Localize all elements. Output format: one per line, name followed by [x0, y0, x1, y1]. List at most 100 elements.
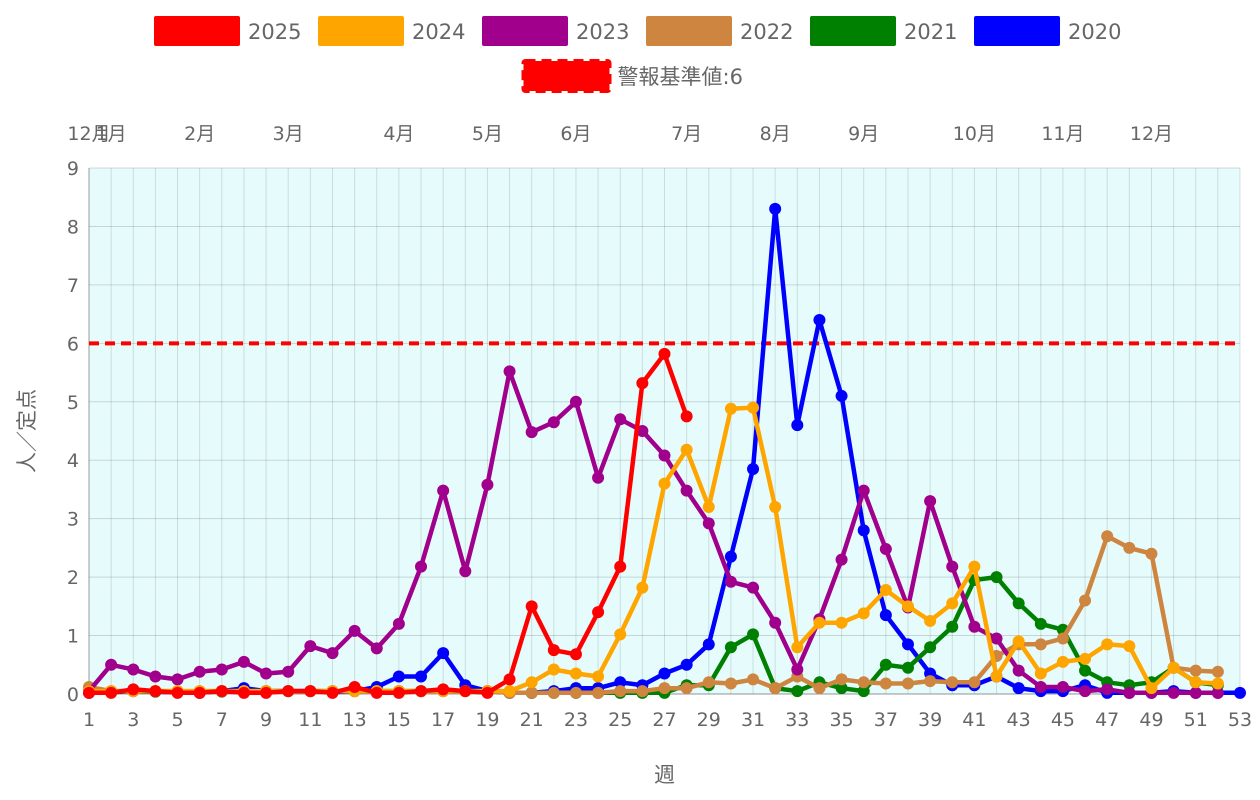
- data-point: [547, 663, 560, 676]
- x-tick-label: 25: [608, 709, 632, 731]
- data-point: [215, 663, 228, 676]
- data-point: [791, 663, 804, 676]
- data-point: [901, 600, 914, 613]
- data-point: [1079, 652, 1092, 665]
- data-point: [127, 663, 140, 676]
- data-point: [415, 685, 428, 698]
- data-point: [569, 667, 582, 680]
- legend-label: 2025: [248, 20, 301, 44]
- x-tick-label: 33: [785, 709, 809, 731]
- y-tick-label: 1: [67, 626, 79, 648]
- data-point: [769, 202, 782, 215]
- data-point: [924, 675, 937, 688]
- data-point: [946, 560, 959, 573]
- data-point: [924, 495, 937, 508]
- x-tick-label: 21: [520, 709, 544, 731]
- data-point: [702, 638, 715, 651]
- x-tick-label: 51: [1184, 709, 1208, 731]
- data-point: [747, 462, 760, 475]
- data-point: [658, 682, 671, 695]
- data-point: [83, 686, 95, 699]
- month-tick-label: 5月: [472, 123, 503, 145]
- data-point: [835, 389, 848, 402]
- y-tick-label: 7: [67, 275, 79, 297]
- data-point: [569, 648, 582, 661]
- legend-label: 2021: [904, 20, 957, 44]
- data-point: [1012, 635, 1025, 648]
- data-point: [724, 677, 737, 690]
- data-point: [260, 686, 273, 699]
- data-point: [724, 575, 737, 588]
- data-point: [835, 682, 848, 695]
- legend-swatch: [646, 16, 732, 46]
- data-point: [857, 685, 870, 698]
- x-tick-label: 17: [431, 709, 455, 731]
- data-point: [1034, 617, 1047, 630]
- x-tick-label: 47: [1095, 709, 1119, 731]
- data-point: [835, 616, 848, 629]
- data-point: [348, 680, 361, 693]
- legend-swatch: [521, 59, 612, 93]
- data-point: [547, 686, 560, 699]
- data-point: [747, 401, 760, 414]
- data-point: [105, 658, 118, 671]
- series-2025: [83, 347, 693, 699]
- data-point: [1056, 680, 1069, 693]
- data-point: [215, 685, 228, 698]
- x-tick-label: 53: [1228, 709, 1252, 731]
- data-point: [1189, 676, 1202, 689]
- data-point: [1034, 667, 1047, 680]
- data-point: [879, 543, 892, 556]
- data-point: [392, 617, 405, 630]
- data-point: [614, 560, 627, 573]
- data-point: [769, 500, 782, 513]
- data-point: [437, 647, 450, 660]
- month-tick-label: 6月: [560, 123, 591, 145]
- data-point: [1145, 682, 1158, 695]
- data-point: [614, 685, 627, 698]
- data-point: [1189, 686, 1202, 699]
- y-tick-label: 2: [67, 567, 79, 589]
- legend-item-2024: 2024: [318, 16, 465, 46]
- data-point: [1123, 686, 1136, 699]
- data-point: [990, 571, 1003, 584]
- data-point: [282, 665, 295, 678]
- data-point: [260, 667, 273, 680]
- data-point: [658, 477, 671, 490]
- data-point: [636, 685, 649, 698]
- data-point: [1145, 547, 1158, 560]
- x-tick-label: 39: [918, 709, 942, 731]
- data-point: [680, 658, 693, 671]
- data-point: [304, 685, 317, 698]
- data-point: [680, 682, 693, 695]
- legend-swatch: [974, 16, 1060, 46]
- x-tick-label: 7: [216, 709, 228, 731]
- legend-item-alert-threshold: 警報基準値:6: [521, 59, 743, 93]
- data-point: [614, 628, 627, 641]
- data-point: [547, 644, 560, 657]
- data-point: [990, 632, 1003, 645]
- data-point: [1234, 686, 1246, 699]
- data-point: [857, 484, 870, 497]
- legend-item-2025: 2025: [154, 16, 301, 46]
- data-point: [857, 524, 870, 537]
- data-point: [304, 640, 317, 653]
- data-point: [724, 402, 737, 415]
- x-tick-label: 11: [298, 709, 322, 731]
- legend-item-2020: 2020: [974, 16, 1121, 46]
- data-point: [459, 565, 472, 578]
- data-point: [747, 673, 760, 686]
- data-point: [547, 416, 560, 429]
- x-tick-label: 1: [83, 709, 95, 731]
- data-point: [348, 624, 361, 637]
- data-point: [946, 620, 959, 633]
- y-axis: 0 1 2 3 4 5 6 7 8 9: [67, 158, 79, 706]
- data-point: [437, 484, 450, 497]
- data-point: [149, 685, 162, 698]
- data-point: [791, 685, 804, 698]
- data-point: [879, 677, 892, 690]
- data-point: [592, 606, 605, 619]
- x-tick-label: 23: [564, 709, 588, 731]
- data-point: [813, 313, 826, 326]
- month-tick-label: 8月: [760, 123, 791, 145]
